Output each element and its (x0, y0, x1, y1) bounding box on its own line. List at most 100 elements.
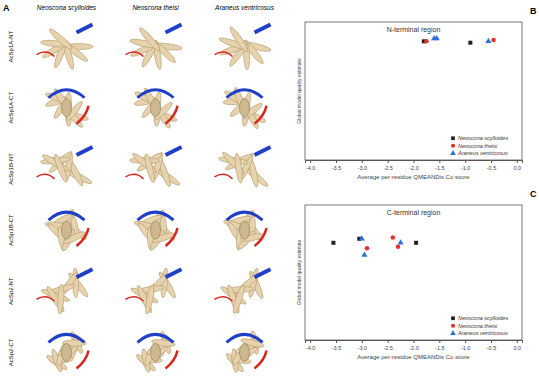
x-axis-line (306, 161, 523, 164)
x-tick-label: -2.0 (409, 165, 418, 171)
panel-label: B (530, 6, 537, 16)
x-tick-mark (465, 340, 466, 343)
core-helix (151, 343, 161, 361)
red-region (166, 228, 178, 246)
legend-label: Neoscona scylloides (458, 135, 508, 141)
legend-label: Araneus ventricosus (457, 150, 508, 156)
point (414, 241, 418, 245)
x-axis: -4.0-3.5-3.0-2.5-2.0-1.5-1.0-0.50.0 (306, 340, 523, 351)
x-tick: -0.5 (487, 340, 496, 351)
core-helix (62, 99, 72, 117)
core-helix (62, 343, 72, 361)
x-tick-label: -3.5 (332, 165, 341, 171)
x-tick: -3.5 (332, 160, 341, 171)
x-tick: 0.0 (514, 340, 522, 351)
blue-region (227, 90, 263, 98)
x-tick-mark (362, 160, 363, 163)
legend-label: Neoscona theisi (458, 323, 498, 329)
x-tick: -2.5 (383, 160, 392, 171)
core-helix (151, 221, 161, 239)
red-region (126, 52, 144, 57)
helix (144, 284, 156, 315)
point (331, 241, 335, 245)
x-tick-label: -2.5 (383, 165, 392, 171)
structure (223, 86, 267, 130)
point (396, 245, 401, 250)
helix (52, 153, 69, 183)
x-tick-label: -1.5 (435, 165, 444, 171)
point (485, 38, 491, 43)
y-axis-title: Global model quality estimate (296, 239, 302, 305)
point (491, 38, 496, 43)
red-region (37, 52, 55, 57)
core-helix (151, 99, 161, 117)
point (468, 41, 472, 45)
x-tick-label: -3.5 (332, 345, 341, 351)
x-tick: -1.5 (435, 160, 444, 171)
x-tick: -2.0 (409, 160, 418, 171)
legend-marker (451, 136, 455, 140)
red-region (126, 297, 144, 302)
blue-region (255, 25, 271, 33)
structure (45, 208, 89, 252)
point (359, 235, 365, 240)
point (365, 246, 370, 251)
helix (138, 26, 162, 53)
legend-marker (450, 150, 456, 155)
structure (225, 330, 267, 373)
x-tick-label: -1.0 (461, 165, 470, 171)
x-tick-mark (439, 340, 440, 343)
x-tick: -4.0 (306, 160, 315, 171)
x-tick-mark (388, 340, 389, 343)
x-tick-label: 0.0 (514, 345, 522, 351)
x-tick-mark (491, 160, 492, 163)
structure (134, 87, 178, 130)
marks (331, 235, 418, 257)
figure: ANeoscona scylloidesNeoscona theisiArane… (0, 0, 539, 383)
x-tick-label: -2.5 (383, 345, 392, 351)
x-tick-label: -2.0 (409, 345, 418, 351)
legend-label: Araneus ventricosus (457, 330, 508, 336)
helix (48, 27, 74, 52)
x-tick-label: 0.0 (514, 165, 522, 171)
y-axis-title: Global model quality estimate (296, 58, 302, 124)
row-label: AcSp1B-CT (8, 214, 14, 246)
x-tick: -0.5 (487, 160, 496, 171)
red-region (77, 350, 89, 368)
x-tick-label: -3.0 (358, 345, 367, 351)
legend-label: Neoscona scylloides (458, 315, 508, 321)
x-tick-label: -4.0 (306, 165, 315, 171)
x-tick-label: -1.0 (461, 345, 470, 351)
helix (228, 25, 250, 53)
x-tick: -1.0 (461, 340, 470, 351)
red-region (215, 52, 233, 57)
blue-region (77, 147, 93, 155)
structure (126, 147, 182, 188)
x-axis-title: Average per-residue QMEANDis Co score (357, 174, 470, 180)
red-region (215, 174, 233, 179)
x-tick-label: -0.5 (487, 165, 496, 171)
helix (143, 153, 157, 184)
structure (37, 25, 94, 71)
row-label: AcSp1A-CT (8, 92, 14, 124)
blue-region (166, 25, 182, 33)
structure (135, 330, 178, 373)
structure (215, 25, 272, 70)
blue-region (49, 90, 85, 98)
blue-region (49, 334, 85, 342)
red-region (255, 106, 267, 124)
panel-label: C (530, 189, 537, 199)
core-helix (240, 99, 250, 117)
column-header: Neoscona scylloides (37, 4, 97, 12)
chart-title: C-terminal region (387, 209, 441, 217)
red-region (166, 106, 178, 124)
x-tick-mark (491, 340, 492, 343)
red-region (37, 174, 55, 179)
row-label: AcSp2-NT (8, 277, 14, 305)
x-tick: -3.0 (358, 340, 367, 351)
helix (234, 153, 244, 184)
blue-region (227, 334, 263, 342)
point (424, 39, 429, 44)
x-axis: -4.0-3.5-3.0-2.5-2.0-1.5-1.0-0.50.0 (306, 160, 523, 171)
legend: Neoscona scylloidesNeoscona theisiAraneu… (450, 135, 508, 156)
